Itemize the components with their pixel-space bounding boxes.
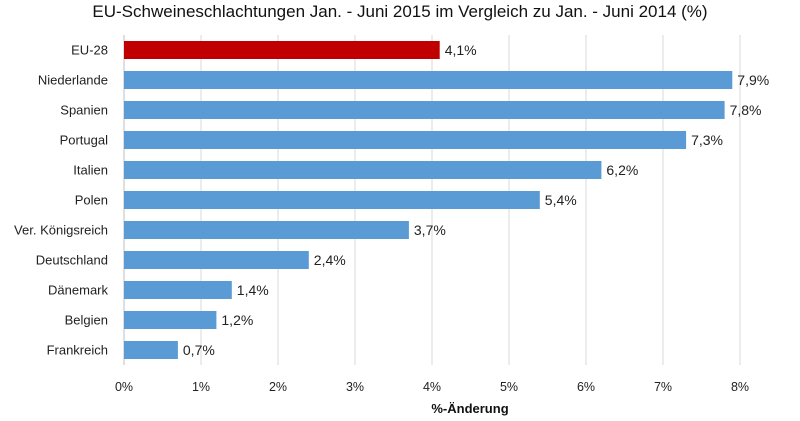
bar [124, 311, 217, 329]
data-label: 6,2% [606, 162, 638, 178]
category-label: Polen [75, 193, 108, 208]
bar [124, 101, 725, 119]
x-tick-label: 7% [654, 380, 672, 394]
bar [124, 191, 540, 209]
x-tick-label: 6% [577, 380, 595, 394]
category-label: Deutschland [36, 253, 108, 268]
data-label: 7,8% [730, 102, 762, 118]
category-label: Niederlande [38, 73, 108, 88]
bar [124, 131, 687, 149]
x-tick-label: 3% [346, 380, 364, 394]
data-label: 7,9% [737, 72, 769, 88]
data-label: 0,7% [183, 342, 215, 358]
data-label: 5,4% [545, 192, 577, 208]
x-tick-label: 5% [500, 380, 518, 394]
bar [124, 71, 733, 89]
bar [124, 221, 409, 239]
category-label: Belgien [65, 313, 108, 328]
labels: 0% 1% 2% 3% 4% 5% 6% 7% 8% EU-28 4,1% Niederlande 7,… [14, 42, 769, 394]
data-label: 7,3% [691, 132, 723, 148]
category-label: Portugal [60, 133, 109, 148]
category-label: Ver. Königsreich [14, 223, 108, 238]
bar [124, 281, 232, 299]
data-label: 1,4% [237, 282, 269, 298]
bar [124, 341, 178, 359]
category-label: Frankreich [47, 343, 108, 358]
category-label: Italien [73, 163, 108, 178]
bar [124, 41, 440, 59]
x-tick-label: 2% [269, 380, 287, 394]
data-label: 2,4% [314, 252, 346, 268]
x-tick-label: 1% [192, 380, 210, 394]
category-label: EU-28 [71, 43, 108, 58]
x-tick-label: 0% [115, 380, 133, 394]
x-tick-label: 4% [423, 380, 441, 394]
data-label: 1,2% [221, 312, 253, 328]
bar [124, 161, 602, 179]
x-tick-label: 8% [731, 380, 749, 394]
bars [124, 41, 733, 359]
chart-title: EU-Schweineschlachtungen Jan. - Juni 201… [92, 2, 708, 21]
data-label: 3,7% [414, 222, 446, 238]
bar [124, 251, 309, 269]
x-axis-title: %-Änderung [431, 401, 508, 416]
category-label: Spanien [60, 103, 108, 118]
category-label: Dänemark [48, 283, 108, 298]
data-label: 4,1% [445, 42, 477, 58]
